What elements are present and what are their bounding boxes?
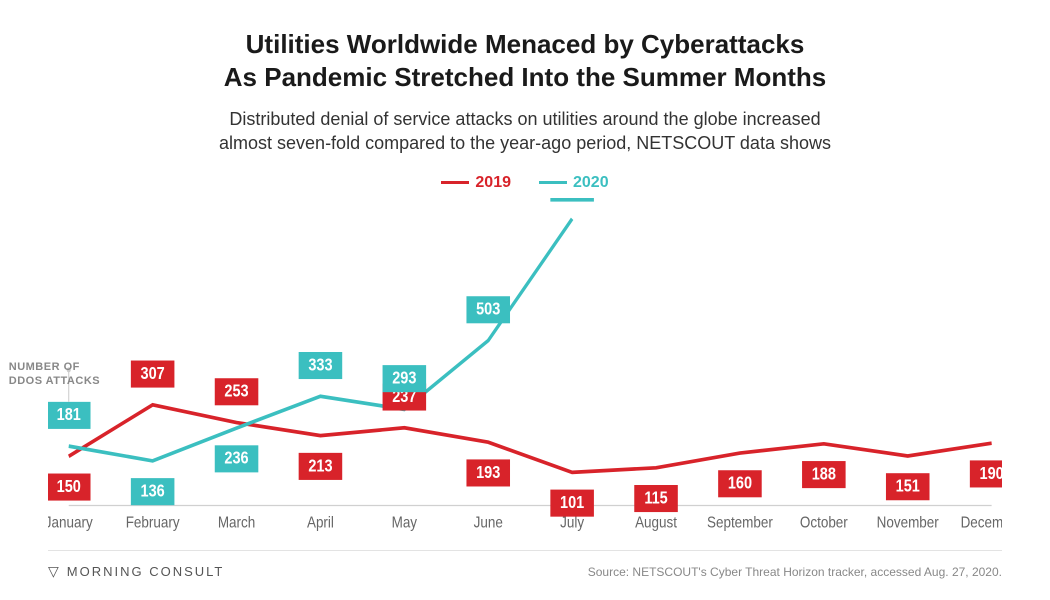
- subtitle-line-2: almost seven-fold compared to the year-a…: [48, 131, 1002, 155]
- data-label: 333: [308, 356, 332, 374]
- x-axis-label: February: [126, 514, 180, 531]
- data-label: 307: [141, 364, 165, 382]
- data-label-box: [550, 198, 594, 202]
- legend-item: 2019: [441, 174, 511, 192]
- series-line: [69, 218, 572, 460]
- x-axis-label: July: [560, 514, 584, 531]
- chart-footer: ▽ MORNING CONSULT Source: NETSCOUT's Cyb…: [48, 550, 1002, 580]
- x-axis-label: September: [707, 514, 773, 531]
- legend-swatch-icon: [539, 181, 567, 184]
- brand-mark-icon: ▽: [48, 563, 59, 580]
- legend-label: 2019: [475, 174, 511, 192]
- data-label: 101: [560, 494, 584, 512]
- data-label: 253: [224, 382, 248, 400]
- chart-svg: January February March April May June July Augu…: [48, 198, 1002, 542]
- data-label: 503: [476, 300, 500, 318]
- x-axis-label: May: [392, 514, 418, 531]
- chart-legend: 2019 2020: [48, 174, 1002, 192]
- data-label: 160: [728, 474, 752, 492]
- x-axis-label: April: [307, 514, 334, 531]
- x-axis-label: March: [218, 514, 255, 531]
- data-label: 236: [224, 449, 248, 467]
- data-label: 150: [57, 477, 81, 495]
- x-axis-label: June: [474, 514, 503, 531]
- legend-label: 2020: [573, 174, 609, 192]
- data-label: 188: [812, 465, 836, 483]
- x-axis-label: January: [48, 514, 93, 531]
- x-axis-label: October: [800, 514, 848, 531]
- data-label: 213: [308, 457, 332, 475]
- brand-text: MORNING CONSULT: [67, 564, 225, 579]
- x-axis-label: November: [877, 514, 939, 531]
- annotation-line-1: NUMBER OF: [9, 360, 100, 374]
- data-label: 190: [980, 464, 1002, 482]
- data-label: 181: [57, 406, 81, 424]
- data-label: 193: [476, 463, 500, 481]
- annotation-line-2: DDoS ATTACKS: [9, 374, 100, 388]
- source-text: Source: NETSCOUT's Cyber Threat Horizon …: [588, 565, 1002, 579]
- data-label: 293: [392, 369, 416, 387]
- legend-item: 2020: [539, 174, 609, 192]
- data-label: 115: [644, 489, 668, 507]
- legend-swatch-icon: [441, 181, 469, 184]
- y-axis-annotation: NUMBER OF DDoS ATTACKS: [9, 360, 100, 389]
- title-line-1: Utilities Worldwide Menaced by Cyberatta…: [48, 28, 1002, 61]
- chart-subtitle: Distributed denial of service attacks on…: [48, 107, 1002, 156]
- x-axis-label: August: [635, 514, 677, 531]
- chart-title: Utilities Worldwide Menaced by Cyberatta…: [48, 28, 1002, 93]
- subtitle-line-1: Distributed denial of service attacks on…: [48, 107, 1002, 131]
- chart-plot-area: NUMBER OF DDoS ATTACKS JanuaryFebruaryMa…: [48, 198, 1002, 542]
- data-label: 151: [896, 477, 920, 495]
- data-label: 136: [141, 482, 165, 500]
- title-line-2: As Pandemic Stretched Into the Summer Mo…: [48, 61, 1002, 94]
- chart-container: Utilities Worldwide Menaced by Cyberatta…: [0, 0, 1050, 600]
- x-axis-label: December: [961, 514, 1002, 531]
- brand-logo: ▽ MORNING CONSULT: [48, 563, 224, 580]
